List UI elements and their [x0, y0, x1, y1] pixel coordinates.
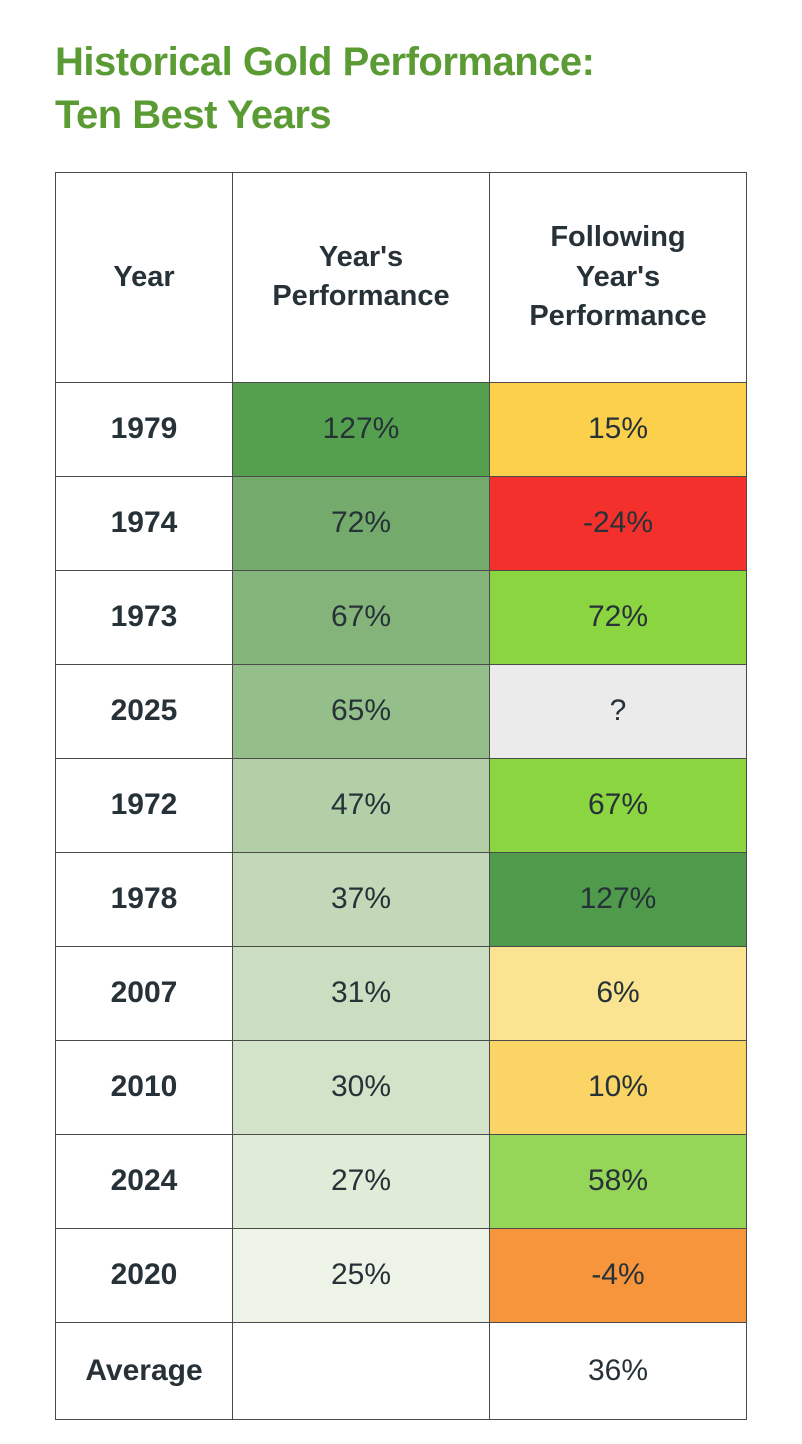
performance-cell: 27% [232, 1133, 490, 1229]
following-performance-cell: 6% [489, 945, 747, 1041]
performance-cell: 47% [232, 757, 490, 853]
following-performance-cell: -24% [489, 475, 747, 571]
performance-cell: 65% [232, 663, 490, 759]
table-row: 1978 37% 127% [55, 851, 747, 947]
page-title-line2: Ten Best Years [55, 92, 332, 137]
year-cell: 2025 [55, 663, 233, 759]
performance-cell: 31% [232, 945, 490, 1041]
table-row: 2007 31% 6% [55, 945, 747, 1041]
following-performance-cell: -4% [489, 1227, 747, 1323]
following-performance-cell: ? [489, 663, 747, 759]
year-cell: Average [55, 1321, 233, 1420]
performance-cell: 72% [232, 475, 490, 571]
table-row: 1973 67% 72% [55, 569, 747, 665]
year-cell: 1979 [55, 381, 233, 477]
following-performance-cell: 72% [489, 569, 747, 665]
header-row: Year Year's Performance Following Year's… [55, 171, 747, 383]
year-cell: 2020 [55, 1227, 233, 1323]
performance-table: Year Year's Performance Following Year's… [55, 171, 747, 1420]
year-cell: 1973 [55, 569, 233, 665]
year-cell: 2010 [55, 1039, 233, 1135]
col-header-following-years-performance: Following Year's Performance [489, 171, 747, 383]
year-cell: 1974 [55, 475, 233, 571]
following-performance-cell: 10% [489, 1039, 747, 1135]
following-performance-cell: 58% [489, 1133, 747, 1229]
page-title-line1: Historical Gold Performance: [55, 40, 595, 84]
following-performance-cell: 15% [489, 381, 747, 477]
average-row: Average 36% [55, 1321, 747, 1420]
following-performance-cell: 127% [489, 851, 747, 947]
table-row: 1979 127% 15% [55, 381, 747, 477]
col-header-years-performance: Year's Performance [232, 171, 490, 383]
page-title: Historical Gold Performance: Ten Best Ye… [55, 36, 747, 142]
performance-cell [232, 1321, 490, 1420]
table-row: 1972 47% 67% [55, 757, 747, 853]
table-row: 1974 72% -24% [55, 475, 747, 571]
col-header-year: Year [55, 171, 233, 383]
following-performance-cell: 67% [489, 757, 747, 853]
performance-cell: 67% [232, 569, 490, 665]
performance-cell: 37% [232, 851, 490, 947]
year-cell: 1972 [55, 757, 233, 853]
performance-cell: 30% [232, 1039, 490, 1135]
performance-cell: 127% [232, 381, 490, 477]
following-performance-cell: 36% [489, 1321, 747, 1420]
table-row: 2024 27% 58% [55, 1133, 747, 1229]
table-row: 2020 25% -4% [55, 1227, 747, 1323]
table-row: 2010 30% 10% [55, 1039, 747, 1135]
year-cell: 1978 [55, 851, 233, 947]
performance-cell: 25% [232, 1227, 490, 1323]
year-cell: 2024 [55, 1133, 233, 1229]
table-row: 2025 65%? [55, 663, 747, 759]
year-cell: 2007 [55, 945, 233, 1041]
